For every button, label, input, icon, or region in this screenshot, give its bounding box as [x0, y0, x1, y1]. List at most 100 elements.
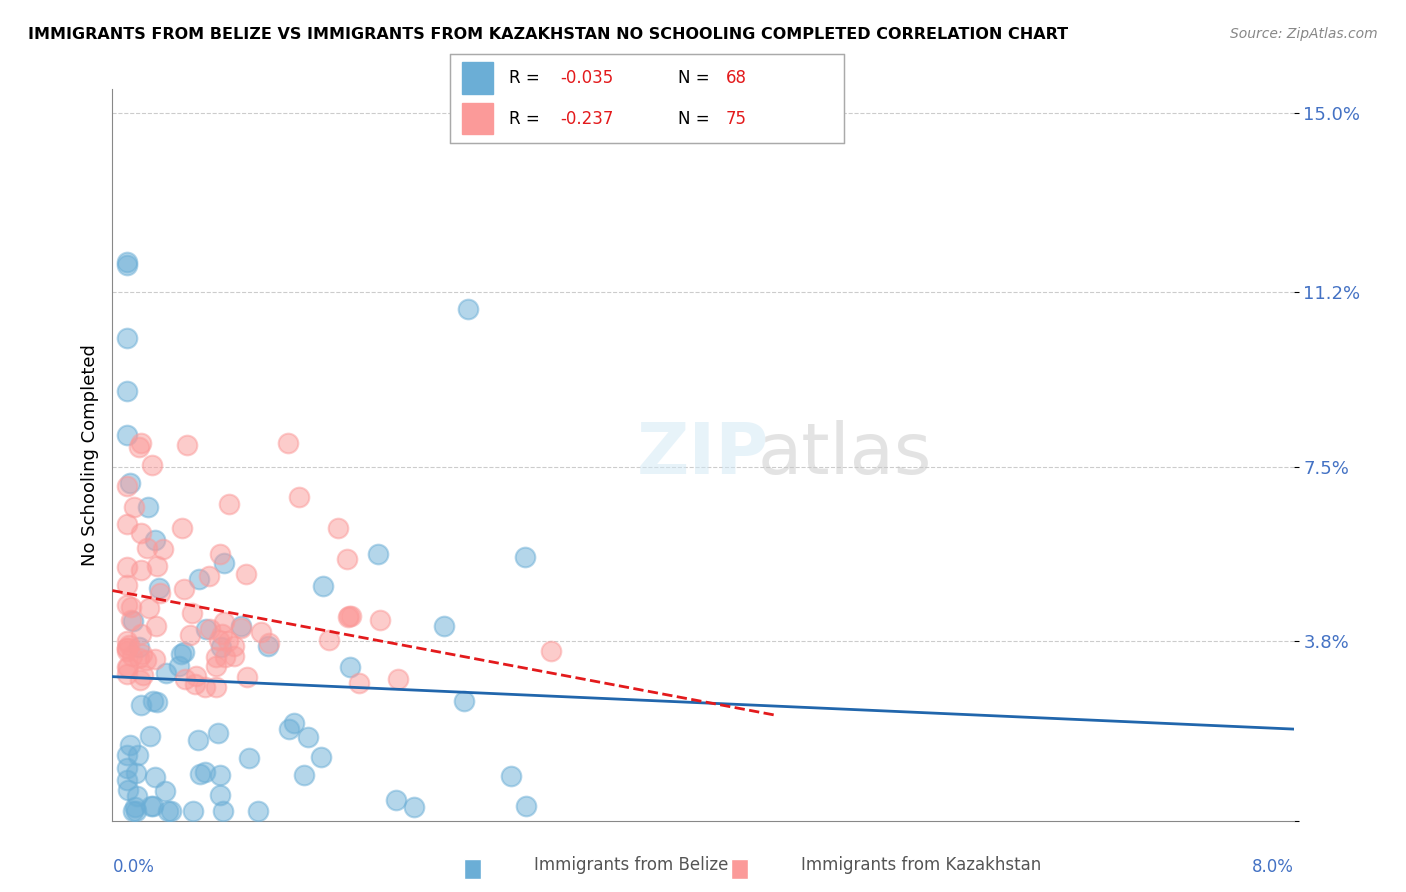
Point [136, 541, 159, 556]
Point [148, 581, 170, 595]
Point [129, 673, 152, 687]
Point [326, 521, 349, 535]
Point [277, 722, 299, 736]
Point [117, 640, 138, 655]
Point [143, 651, 166, 665]
Point [117, 598, 138, 612]
Point [138, 601, 160, 615]
Point [129, 526, 152, 541]
Point [217, 633, 239, 648]
Point [277, 436, 299, 450]
Point [222, 649, 245, 664]
Point [249, 625, 271, 640]
Point [218, 497, 240, 511]
Point [349, 676, 371, 690]
Point [127, 747, 149, 762]
Point [229, 619, 252, 633]
Y-axis label: No Schooling Completed: No Schooling Completed [80, 344, 98, 566]
Point [142, 798, 165, 813]
Point [194, 680, 217, 694]
Point [120, 738, 142, 752]
Point [176, 438, 198, 452]
Text: R =: R = [509, 70, 546, 87]
Point [131, 647, 153, 661]
Text: Source: ZipAtlas.com: Source: ZipAtlas.com [1230, 27, 1378, 41]
Point [209, 788, 232, 802]
Point [121, 614, 143, 628]
Point [309, 750, 332, 764]
Point [214, 649, 236, 664]
Point [132, 667, 155, 681]
Text: -0.035: -0.035 [560, 70, 613, 87]
Text: R =: R = [509, 110, 546, 128]
Point [129, 698, 152, 713]
Point [117, 666, 138, 681]
Point [367, 547, 389, 561]
Point [128, 640, 150, 654]
Point [125, 789, 148, 804]
Point [153, 784, 176, 798]
Point [318, 633, 340, 648]
Point [124, 800, 146, 814]
Point [180, 607, 202, 621]
Point [125, 804, 148, 818]
Point [188, 767, 211, 781]
Point [146, 559, 169, 574]
Bar [461, 62, 494, 94]
Text: ZIP: ZIP [637, 420, 769, 490]
Text: -0.237: -0.237 [560, 110, 613, 128]
Point [207, 726, 229, 740]
Point [205, 658, 228, 673]
Point [387, 673, 409, 687]
Point [212, 804, 235, 818]
Point [170, 521, 193, 535]
Point [117, 384, 138, 398]
Point [209, 768, 232, 782]
Point [339, 659, 361, 673]
Point [117, 644, 138, 658]
Point [152, 542, 174, 557]
Point [117, 634, 138, 648]
Point [283, 716, 305, 731]
Point [208, 632, 231, 647]
Point [117, 773, 138, 788]
Point [125, 766, 148, 780]
Text: atlas: atlas [758, 420, 932, 490]
Point [122, 500, 145, 514]
Point [194, 765, 217, 780]
Text: IMMIGRANTS FROM BELIZE VS IMMIGRANTS FROM KAZAKHSTAN NO SCHOOLING COMPLETED CORR: IMMIGRANTS FROM BELIZE VS IMMIGRANTS FRO… [28, 27, 1069, 42]
Point [117, 560, 138, 574]
Point [224, 640, 246, 654]
Point [173, 645, 195, 659]
Point [173, 672, 195, 686]
Point [155, 666, 177, 681]
Point [198, 622, 221, 636]
Point [120, 599, 142, 614]
Bar [461, 103, 494, 134]
Point [236, 670, 259, 684]
Point [117, 427, 138, 442]
Point [211, 627, 233, 641]
Point [513, 550, 536, 565]
Point [257, 639, 280, 653]
Point [136, 500, 159, 515]
Point [117, 255, 138, 269]
Point [540, 643, 562, 657]
Point [145, 618, 167, 632]
Text: N =: N = [678, 70, 716, 87]
Point [212, 615, 235, 630]
Point [145, 695, 167, 709]
Text: 75: 75 [725, 110, 747, 128]
Point [143, 770, 166, 784]
Point [186, 669, 208, 683]
Point [340, 609, 363, 624]
Point [145, 533, 167, 547]
Point [205, 680, 228, 694]
Point [183, 677, 205, 691]
Point [499, 769, 522, 783]
Point [187, 733, 209, 747]
Point [336, 551, 359, 566]
Point [117, 258, 138, 272]
Text: Immigrants from Belize: Immigrants from Belize [534, 855, 728, 873]
Point [129, 436, 152, 450]
